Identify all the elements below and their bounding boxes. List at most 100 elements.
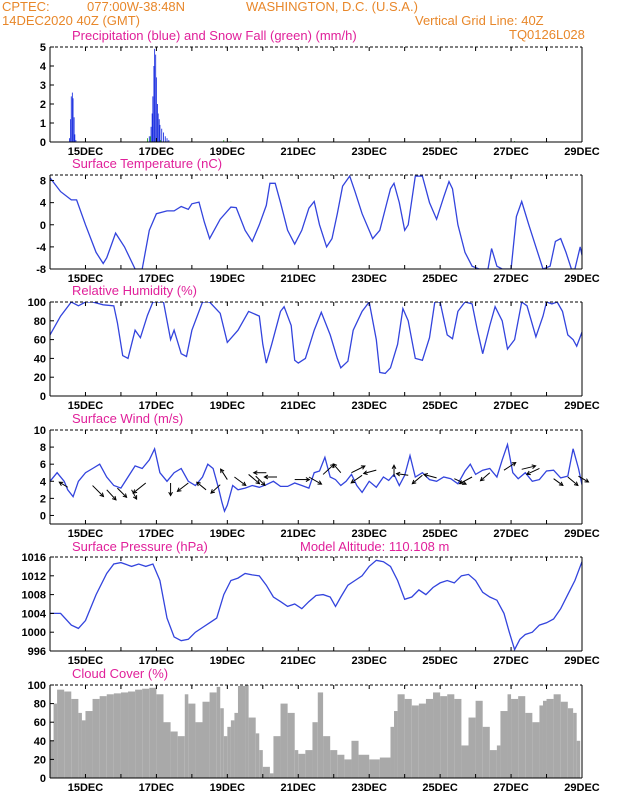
- wind-ylabel-1: 2: [40, 493, 46, 505]
- cloud-area-54: [379, 757, 391, 778]
- precip-ylabel-0: 0: [40, 137, 46, 149]
- cloud-area-76: [525, 712, 533, 778]
- cloud-area-27: [220, 708, 224, 778]
- wind-vector-22: [363, 469, 377, 475]
- cloud-area-52: [358, 754, 370, 778]
- cloud-area-60: [418, 703, 426, 778]
- wind-vector-12: [248, 474, 260, 485]
- precip-bar-0-4: [72, 98, 74, 142]
- wind-vector-head-17: [317, 480, 323, 485]
- wind-vector-19: [332, 463, 342, 474]
- title-wind: Surface Wind (m/s): [72, 411, 184, 426]
- cloud-area-6: [81, 720, 86, 778]
- cloud-area-7: [85, 711, 93, 778]
- wind-ylabel-0: 0: [40, 510, 46, 522]
- precip-xlabel-5: 25DEC: [422, 146, 458, 158]
- cloud-area-61: [425, 698, 434, 778]
- cloud-area-41: [287, 712, 295, 778]
- wind-xlabel-5: 25DEC: [422, 528, 458, 540]
- wind-vector-head-20: [360, 465, 366, 470]
- pressure-xlabel-0: 15DEC: [68, 655, 104, 667]
- wind-vector-head-33: [558, 481, 564, 487]
- wind-vector-head-30: [511, 462, 517, 467]
- cloud-area-21: [184, 694, 189, 778]
- cloud-area-50: [344, 759, 352, 778]
- precip-bar-1-0: [147, 138, 148, 142]
- wind-vector-head-26: [423, 473, 429, 478]
- wind-vector-head-24: [395, 471, 401, 477]
- pressure-ylabel-0: 996: [28, 646, 46, 658]
- precip-bar-0-20: [161, 128, 163, 142]
- wind-vector-head-31: [531, 464, 537, 469]
- cloud-area-53: [369, 759, 380, 778]
- wind-vector-17: [308, 476, 322, 485]
- pressure-ylabel-5: 1016: [22, 552, 46, 564]
- wind-vector-head-2: [112, 495, 117, 501]
- cloud-area-26: [216, 686, 221, 778]
- cloud-area-49: [337, 754, 345, 778]
- pressure-xlabel-3: 21DEC: [281, 655, 317, 667]
- title-pressure: Surface Pressure (hPa): [72, 539, 208, 554]
- precip-ylabel-2: 2: [40, 99, 46, 111]
- wind-vector-head-15: [263, 474, 269, 480]
- cloud-area-57: [397, 694, 405, 778]
- wind-vector-head-3: [122, 493, 128, 499]
- cloud-area-28: [223, 736, 228, 778]
- pressure-xlabel-7: 29DEC: [564, 655, 600, 667]
- cloud-ylabel-0: 0: [40, 773, 46, 785]
- precip-xlabel-3: 21DEC: [281, 146, 317, 158]
- wind-vector-32: [526, 468, 540, 475]
- cloud-area-11: [113, 693, 121, 778]
- cloud-area-3: [64, 691, 72, 778]
- cloud-area-46: [317, 692, 324, 778]
- precip-bar-0-10: [151, 113, 153, 142]
- humidity-xlabel-6: 27DEC: [493, 400, 529, 412]
- cloud-area-40: [280, 703, 288, 778]
- wind-xlabel-7: 29DEC: [564, 528, 600, 540]
- wind-vector-head-34: [573, 481, 579, 487]
- cloud-ylabel-4: 80: [34, 699, 46, 711]
- wind-vector-7: [177, 482, 189, 492]
- cloud-xlabel-2: 19DEC: [210, 782, 246, 794]
- pressure-annotation: Model Altitude: 110.108 m: [300, 539, 450, 554]
- cloud-area-33: [245, 685, 249, 778]
- wind-vector-head-21: [350, 479, 356, 484]
- precip-bar-0-24: [168, 140, 170, 142]
- cloud-area-37: [262, 766, 270, 778]
- header-model: TQ0126L028: [509, 27, 585, 42]
- cloud-area-17: [156, 694, 164, 778]
- temperature-xlabel-4: 23DEC: [351, 273, 387, 285]
- wind-vector-2: [106, 489, 117, 501]
- cloud-xlabel-3: 21DEC: [281, 782, 317, 794]
- cloud-area-34: [248, 717, 256, 778]
- wind-vector-1: [92, 485, 104, 497]
- precip-bar-0-8: [148, 136, 150, 142]
- cloud-area-73: [507, 694, 512, 778]
- precip-bar-0-3: [71, 92, 73, 142]
- cloud-area-4: [71, 698, 79, 778]
- wind-vector-head-8: [195, 481, 201, 487]
- humidity-ylabel-1: 20: [34, 372, 46, 384]
- humidity-xlabel-7: 29DEC: [564, 400, 600, 412]
- precip-ylabel-4: 4: [40, 61, 47, 73]
- wind-vector-10: [220, 468, 228, 480]
- cloud-ylabel-1: 20: [34, 754, 46, 766]
- humidity-ylabel-2: 40: [34, 353, 46, 365]
- precip-bar-0-22: [164, 136, 166, 142]
- cloud-area-5: [78, 712, 82, 778]
- header-datetime: 14DEC2020 40Z (GMT): [2, 13, 140, 28]
- cloud-xlabel-1: 17DEC: [139, 782, 175, 794]
- cloud-area-58: [404, 698, 412, 778]
- wind-vector-head-22: [362, 470, 368, 475]
- cloud-area-84: [573, 712, 577, 778]
- precip-ylabel-1: 1: [40, 118, 46, 130]
- cloud-area-44: [305, 750, 313, 778]
- wind-xlabel-0: 15DEC: [68, 528, 104, 540]
- cloud-area-75: [518, 696, 526, 778]
- precip-xlabel-2: 19DEC: [210, 146, 246, 158]
- precip-bar-1-2: [160, 140, 162, 142]
- humidity-ylabel-3: 60: [34, 335, 46, 347]
- cloud-area-83: [567, 708, 574, 778]
- wind-vector-4: [131, 489, 138, 500]
